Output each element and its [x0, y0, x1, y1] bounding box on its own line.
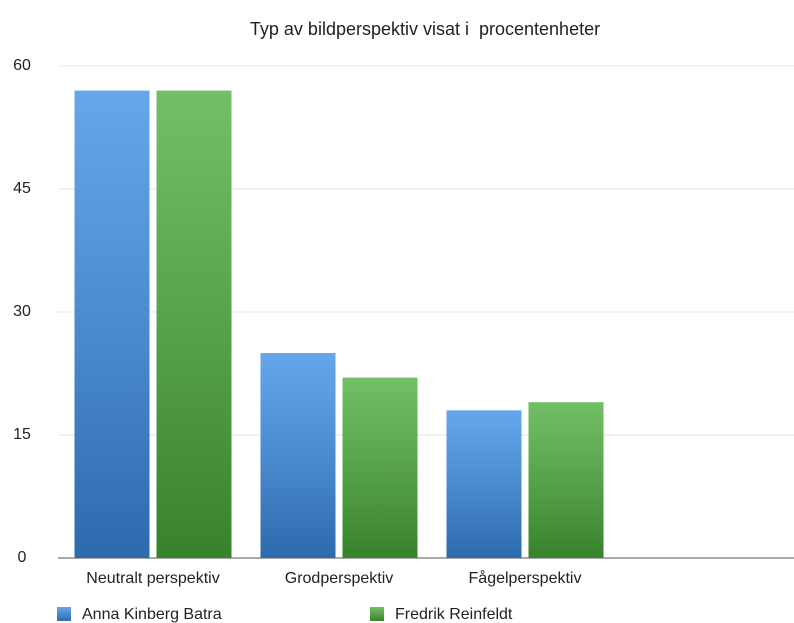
x-tick-label: Neutralt perspektiv [86, 570, 219, 587]
y-tick-label: 15 [13, 426, 31, 443]
legend-label: Fredrik Reinfeldt [395, 606, 513, 623]
bar [528, 402, 604, 558]
bar [156, 90, 232, 558]
legend-label: Anna Kinberg Batra [82, 606, 222, 623]
y-tick-label: 30 [13, 303, 31, 320]
y-tick-label: 0 [18, 549, 27, 566]
x-tick-label: Fågelperspektiv [469, 569, 582, 587]
legend-swatch-shade [57, 607, 71, 621]
bar [342, 377, 418, 558]
bar [260, 353, 336, 558]
legend-swatch-shade [370, 607, 384, 621]
bar [74, 90, 150, 558]
x-tick-label: Grodperspektiv [285, 570, 394, 587]
chart-title: Typ av bildperspektiv visat i procentenh… [250, 19, 600, 39]
bar [446, 410, 522, 558]
y-tick-label: 60 [13, 57, 31, 74]
y-tick-label: 45 [13, 180, 31, 197]
